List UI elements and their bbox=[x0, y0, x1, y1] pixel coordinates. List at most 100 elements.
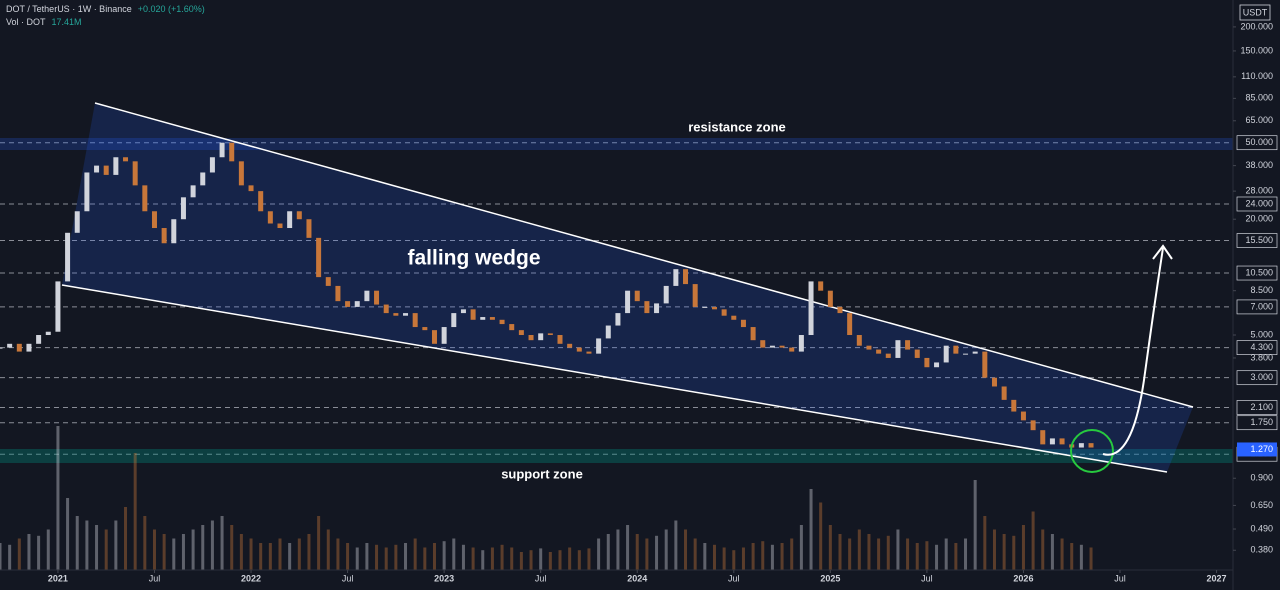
candle bbox=[943, 345, 949, 363]
candle bbox=[673, 269, 679, 286]
candle bbox=[142, 185, 148, 212]
candle bbox=[306, 219, 312, 238]
candle bbox=[325, 277, 331, 286]
level-tick-box bbox=[1236, 370, 1278, 386]
arrow-head bbox=[1152, 244, 1173, 260]
volume-bar bbox=[964, 538, 968, 570]
volume-bar bbox=[95, 525, 99, 570]
volume-bar bbox=[548, 552, 552, 570]
volume-bar bbox=[85, 520, 89, 570]
candle bbox=[229, 142, 235, 162]
volume-bar bbox=[365, 543, 369, 570]
candle bbox=[953, 345, 959, 354]
candle bbox=[470, 309, 476, 320]
candle bbox=[74, 211, 80, 233]
candle bbox=[287, 211, 293, 229]
volume-bar bbox=[201, 525, 205, 570]
volume-bar bbox=[809, 489, 813, 570]
volume-bar bbox=[790, 538, 794, 570]
volume-bar bbox=[413, 538, 417, 570]
volume-label[interactable]: Vol · DOT bbox=[6, 17, 46, 27]
volume-bar bbox=[259, 543, 263, 570]
volume-bar bbox=[27, 534, 31, 570]
candle bbox=[663, 285, 669, 304]
candle bbox=[538, 333, 544, 341]
candle bbox=[1078, 443, 1084, 448]
volume-bar bbox=[886, 535, 890, 570]
volume-bar bbox=[684, 529, 688, 570]
candle bbox=[26, 343, 32, 352]
volume-bar bbox=[597, 538, 601, 570]
volume-bar bbox=[471, 547, 475, 570]
annotation: falling wedge bbox=[407, 247, 540, 270]
candle bbox=[779, 345, 785, 348]
wedge-area bbox=[62, 103, 1193, 472]
volume-bar bbox=[172, 538, 176, 570]
candle bbox=[113, 157, 119, 175]
volume-bar bbox=[693, 538, 697, 570]
volume-bar bbox=[394, 544, 398, 570]
resistance-band bbox=[0, 138, 1233, 150]
candle bbox=[692, 284, 698, 307]
volume-bar bbox=[587, 548, 591, 570]
candle bbox=[0, 347, 3, 349]
candle bbox=[576, 347, 582, 352]
candle bbox=[991, 377, 997, 387]
price-axis bbox=[1233, 0, 1280, 590]
volume-bar bbox=[336, 538, 340, 570]
y-tick-label: 7.000 bbox=[1250, 301, 1273, 311]
annotation: support zone bbox=[501, 466, 583, 481]
volume-bar bbox=[355, 547, 359, 570]
volume-bar bbox=[732, 550, 736, 570]
candle bbox=[769, 345, 775, 348]
symbol[interactable]: DOT / TetherUS · 1W · Binance bbox=[6, 4, 132, 14]
candle bbox=[219, 142, 225, 158]
volume-bar bbox=[741, 547, 745, 570]
volume-bar bbox=[819, 502, 823, 570]
volume-bar bbox=[877, 538, 881, 570]
volume-bar bbox=[75, 516, 79, 570]
candle bbox=[200, 172, 206, 186]
volume-line: Vol · DOT 17.41M bbox=[6, 17, 88, 27]
candle bbox=[1049, 438, 1055, 445]
x-tick-label: 2024 bbox=[627, 573, 647, 583]
candle bbox=[7, 343, 13, 348]
volume-bar bbox=[0, 543, 2, 570]
candle bbox=[36, 335, 42, 344]
candle bbox=[905, 340, 911, 350]
candle bbox=[296, 211, 302, 220]
volume-bar bbox=[645, 538, 649, 570]
volume-bar bbox=[780, 543, 784, 570]
volume-bar bbox=[56, 426, 60, 570]
level-tick-box bbox=[1236, 233, 1278, 248]
currency-box[interactable] bbox=[1239, 4, 1271, 21]
y-tick-label: 0.490 bbox=[1250, 523, 1273, 533]
y-tick-label: 85.000 bbox=[1245, 93, 1273, 103]
volume-value: 17.41M bbox=[51, 17, 82, 27]
volume-bar bbox=[529, 550, 533, 570]
candle bbox=[963, 353, 969, 355]
candle bbox=[934, 362, 940, 368]
candle bbox=[180, 197, 186, 220]
candle bbox=[1059, 438, 1065, 445]
candle bbox=[258, 191, 264, 212]
currency[interactable]: USDT bbox=[1243, 7, 1268, 17]
candle bbox=[586, 351, 592, 354]
candle bbox=[760, 340, 766, 348]
volume-bar bbox=[828, 525, 832, 570]
last-price-label: 1.270 bbox=[1250, 444, 1273, 454]
candle bbox=[65, 232, 71, 282]
candle bbox=[123, 157, 129, 162]
volume-bar bbox=[703, 543, 707, 570]
candle bbox=[132, 161, 138, 186]
volume-bar bbox=[626, 525, 630, 570]
x-tick-label: 2025 bbox=[820, 573, 840, 583]
support-band bbox=[0, 449, 1233, 463]
annotation: resistance zone bbox=[688, 119, 786, 134]
candle bbox=[238, 161, 244, 186]
candle bbox=[1040, 430, 1046, 445]
volume-bar bbox=[423, 547, 427, 570]
candle bbox=[16, 343, 22, 352]
y-tick-label: 3.800 bbox=[1250, 352, 1273, 362]
